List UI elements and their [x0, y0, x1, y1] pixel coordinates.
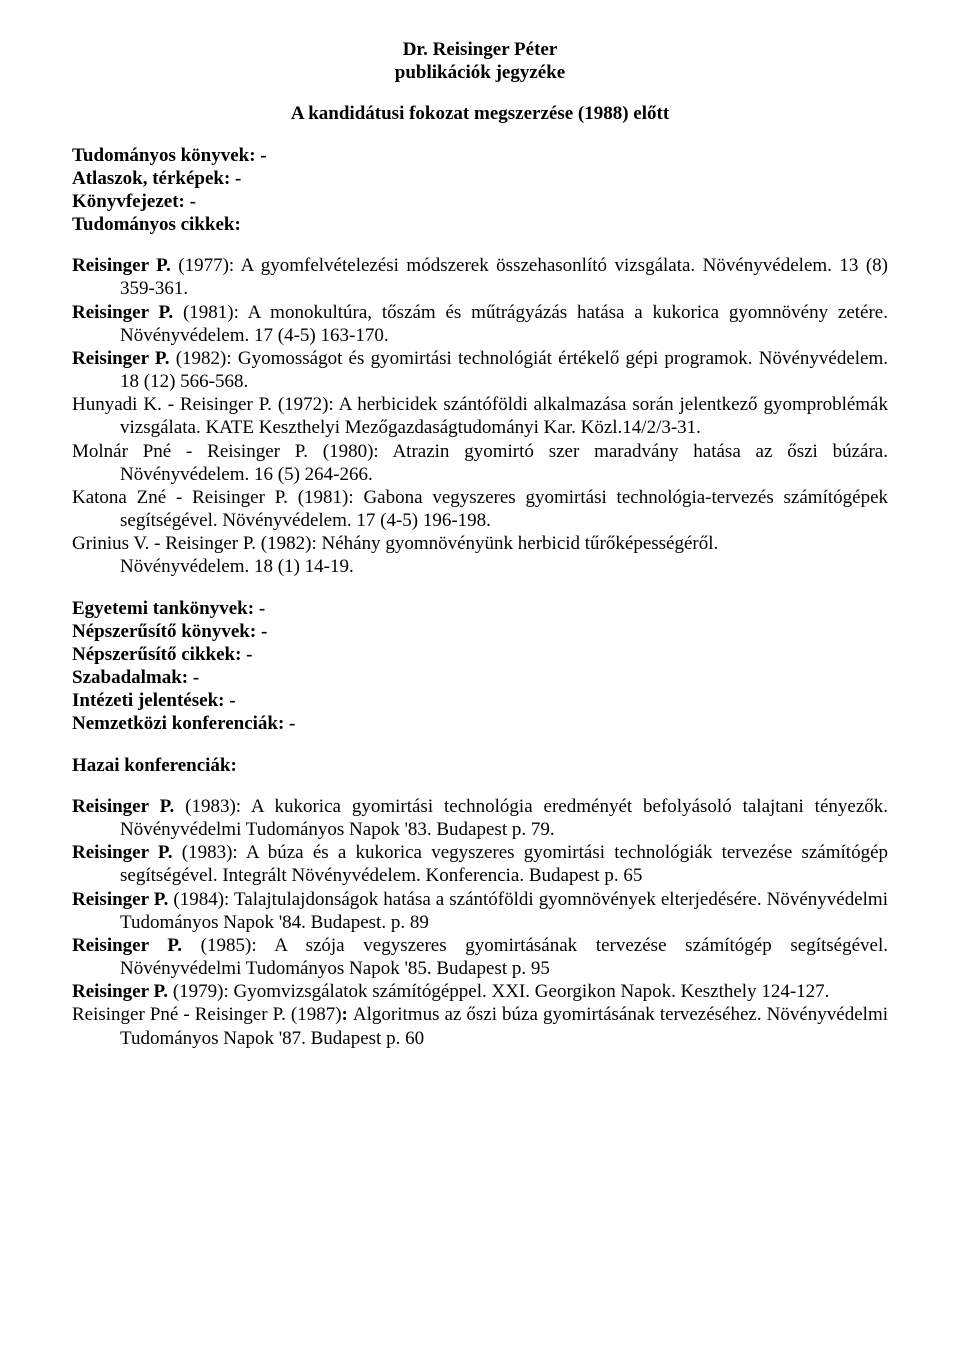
bibliography-entry: Reisinger P. (1979): Gyomvizsgálatok szá… [72, 980, 888, 1003]
text-run: Reisinger P. [72, 842, 173, 863]
section-item: Egyetemi tankönyvek: - [72, 597, 888, 620]
text-run: Reisinger P. [72, 302, 173, 323]
bibliography-entry: Reisinger Pné - Reisinger P. (1987): Alg… [72, 1003, 888, 1049]
bibliography-entry: Reisinger P. (1984): Talajtulajdonságok … [72, 888, 888, 934]
section-item: Atlaszok, térképek: - [72, 167, 888, 190]
text-run: Reisinger P. [72, 981, 168, 1002]
bibliography-entry: Hunyadi K. - Reisinger P. (1972): A herb… [72, 393, 888, 439]
bibliography-entry: Reisinger P. (1982): Gyomosságot és gyom… [72, 347, 888, 393]
text-run: Reisinger P. [72, 796, 174, 817]
section-item: Könyvfejezet: - [72, 190, 888, 213]
title-block: Dr. Reisinger Péter publikációk jegyzéke [72, 38, 888, 84]
text-run: Növényvédelem. 18 (1) 14-19. [120, 556, 354, 577]
text-run: (1982): Gyomosságot és gyomirtási techno… [120, 348, 888, 392]
bibliography-entry: Reisinger P. (1983): A búza és a kukoric… [72, 841, 888, 887]
text-run: Grinius V. - Reisinger P. [72, 533, 256, 554]
text-run: (1977): A gyomfelvételezési módszerek ös… [120, 255, 888, 299]
document-page: Dr. Reisinger Péter publikációk jegyzéke… [0, 0, 960, 1371]
text-run: Reisinger P. [72, 935, 182, 956]
section-heading: A kandidátusi fokozat megszerzése (1988)… [72, 102, 888, 125]
section-item: Intézeti jelentések: - [72, 689, 888, 712]
section-item: Nemzetközi konferenciák: - [72, 712, 888, 735]
mid-section-list: Egyetemi tankönyvek: - Népszerűsítő köny… [72, 597, 888, 736]
text-run: (1979): Gyomvizsgálatok számítógéppel. X… [168, 981, 829, 1002]
main-entries: Reisinger P. (1977): A gyomfelvételezési… [72, 254, 888, 578]
text-run: Reisinger P. [72, 889, 168, 910]
bibliography-entry: Növényvédelem. 18 (1) 14-19. [72, 555, 888, 578]
doc-subtitle: publikációk jegyzéke [395, 62, 565, 83]
text-run: (1982): Néhány gyomnövényünk herbicid tű… [256, 533, 718, 554]
text-run: (1983): A búza és a kukorica vegyszeres … [120, 842, 888, 886]
text-run: (1984): Talajtulajdonságok hatása a szán… [120, 889, 888, 933]
section-item: Tudományos könyvek: - [72, 144, 888, 167]
text-run: Reisinger Pné - Reisinger P. [72, 1004, 286, 1025]
section-item: Népszerűsítő könyvek: - [72, 620, 888, 643]
bibliography-entry: Reisinger P. (1981): A monokultúra, tősz… [72, 301, 888, 347]
text-run: (1985): A szója vegyszeres gyomirtásának… [120, 935, 888, 979]
hazai-entries: Reisinger P. (1983): A kukorica gyomirtá… [72, 795, 888, 1050]
text-run: Molnár Pné - Reisinger P. [72, 441, 308, 462]
section-item: Szabadalmak: - [72, 666, 888, 689]
section-item: Tudományos cikkek: [72, 213, 888, 236]
bibliography-entry: Katona Zné - Reisinger P. (1981): Gabona… [72, 486, 888, 532]
section-heading-text: A kandidátusi fokozat megszerzése (1988)… [291, 103, 669, 124]
top-section-list: Tudományos könyvek: - Atlaszok, térképek… [72, 144, 888, 237]
bibliography-entry: Reisinger P. (1985): A szója vegyszeres … [72, 934, 888, 980]
text-run: Reisinger P. [72, 255, 171, 276]
bibliography-entry: Grinius V. - Reisinger P. (1982): Néhány… [72, 532, 888, 555]
bibliography-entry: Reisinger P. (1977): A gyomfelvételezési… [72, 254, 888, 300]
text-run: (1987) [286, 1004, 342, 1025]
text-run: Katona Zné - Reisinger P. [72, 487, 288, 508]
bibliography-entry: Molnár Pné - Reisinger P. (1980): Atrazi… [72, 440, 888, 486]
bibliography-entry: Reisinger P. (1983): A kukorica gyomirtá… [72, 795, 888, 841]
hazai-heading: Hazai konferenciák: [72, 754, 888, 777]
text-run: (1981): A monokultúra, tőszám és műtrágy… [120, 302, 888, 346]
text-run: (1983): A kukorica gyomirtási technológi… [120, 796, 888, 840]
text-run: : [342, 1004, 353, 1025]
text-run: Reisinger P. [72, 348, 170, 369]
text-run: Hunyadi K. - Reisinger P. [72, 394, 272, 415]
author-name: Dr. Reisinger Péter [403, 39, 558, 60]
section-item: Hazai konferenciák: [72, 754, 888, 777]
section-item: Népszerűsítő cikkek: - [72, 643, 888, 666]
